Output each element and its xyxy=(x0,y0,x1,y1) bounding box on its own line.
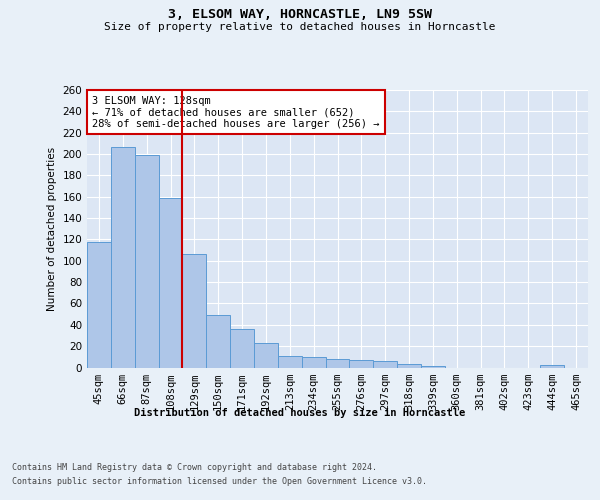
Bar xyxy=(135,155,158,368)
Bar xyxy=(326,359,349,368)
Bar xyxy=(373,361,397,368)
Bar xyxy=(302,357,326,368)
Text: Contains HM Land Registry data © Crown copyright and database right 2024.: Contains HM Land Registry data © Crown c… xyxy=(12,462,377,471)
Bar xyxy=(421,366,445,368)
Text: Contains public sector information licensed under the Open Government Licence v3: Contains public sector information licen… xyxy=(12,478,427,486)
Text: 3, ELSOM WAY, HORNCASTLE, LN9 5SW: 3, ELSOM WAY, HORNCASTLE, LN9 5SW xyxy=(168,8,432,20)
Bar xyxy=(397,364,421,368)
Text: 3 ELSOM WAY: 128sqm
← 71% of detached houses are smaller (652)
28% of semi-detac: 3 ELSOM WAY: 128sqm ← 71% of detached ho… xyxy=(92,96,380,128)
Text: Distribution of detached houses by size in Horncastle: Distribution of detached houses by size … xyxy=(134,408,466,418)
Bar xyxy=(87,242,111,368)
Bar xyxy=(206,315,230,368)
Bar xyxy=(540,366,564,368)
Bar xyxy=(230,329,254,368)
Bar xyxy=(254,343,278,367)
Bar xyxy=(111,146,135,368)
Text: Size of property relative to detached houses in Horncastle: Size of property relative to detached ho… xyxy=(104,22,496,32)
Bar xyxy=(158,198,182,368)
Y-axis label: Number of detached properties: Number of detached properties xyxy=(47,146,57,311)
Bar xyxy=(349,360,373,368)
Bar xyxy=(278,356,302,368)
Bar xyxy=(182,254,206,368)
